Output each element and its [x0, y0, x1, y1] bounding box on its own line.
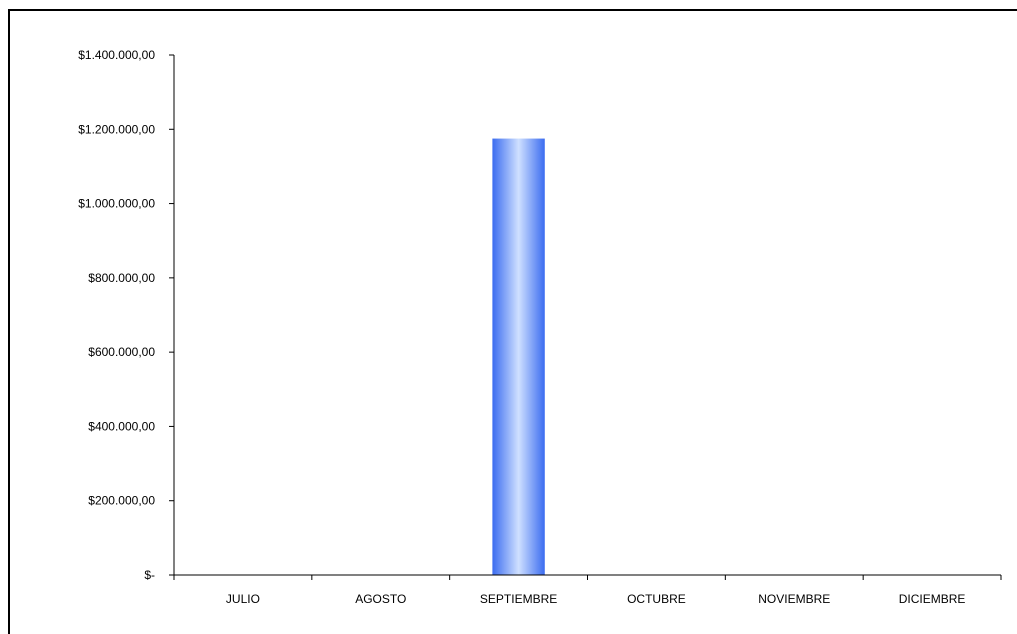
- bar: [492, 138, 545, 576]
- x-tick-label: OCTUBRE: [627, 592, 686, 606]
- y-tick-label: $200.000,00: [88, 494, 155, 508]
- y-tick-label: $-: [144, 568, 155, 582]
- x-tick-label: DICIEMBRE: [899, 592, 966, 606]
- x-tick-label: JULIO: [226, 592, 260, 606]
- y-tick-label: $1.200.000,00: [78, 122, 155, 136]
- y-tick-label: $1.400.000,00: [78, 48, 155, 62]
- x-tick-label: NOVIEMBRE: [758, 592, 830, 606]
- x-tick-label: SEPTIEMBRE: [480, 592, 557, 606]
- y-tick-label: $400.000,00: [88, 419, 155, 433]
- y-tick-label: $800.000,00: [88, 271, 155, 285]
- y-tick-label: $600.000,00: [88, 345, 155, 359]
- y-tick-label: $1.000.000,00: [78, 197, 155, 211]
- x-tick-label: AGOSTO: [355, 592, 406, 606]
